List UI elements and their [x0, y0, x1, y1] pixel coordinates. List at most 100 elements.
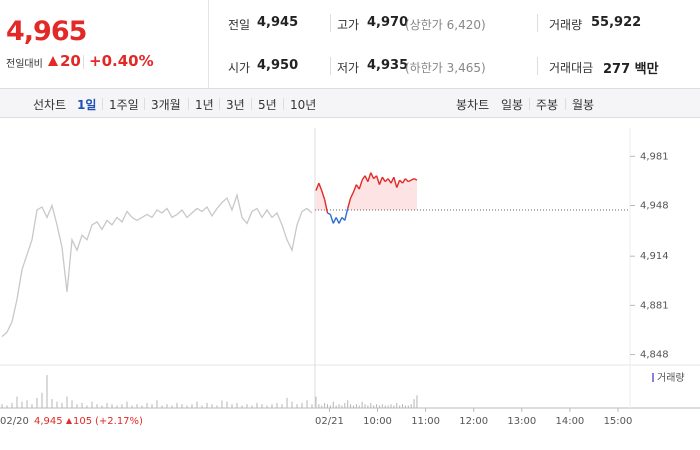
volume-bar: [344, 402, 346, 408]
current-price: 4,965: [6, 16, 87, 47]
change-pct: +0.40%: [89, 52, 154, 70]
volume-bar: [61, 402, 63, 408]
volume-bar: [381, 404, 383, 408]
volume-bar: [370, 402, 372, 408]
price-segment: [327, 212, 331, 216]
stat-label: 전일: [228, 18, 251, 32]
volume-bar: [231, 404, 233, 408]
tab[interactable]: 5년: [258, 98, 277, 112]
price-segment: [370, 172, 375, 179]
change: 20: [60, 52, 81, 70]
price-segment: [349, 191, 355, 199]
volume-bar: [36, 397, 38, 408]
volume-bar: [327, 404, 329, 408]
x-tick-label: 15:00: [604, 416, 633, 427]
price-segment: [323, 199, 329, 214]
volume-bar: [338, 404, 340, 408]
volume-bar: [106, 402, 108, 408]
volume-bar: [271, 404, 273, 408]
volume-bar: [246, 404, 248, 408]
stat-value: 4,950: [257, 58, 299, 73]
volume-bar: [11, 402, 13, 408]
price-segment: [332, 217, 337, 224]
volume-bar: [332, 401, 334, 408]
volume-bar: [171, 405, 173, 408]
volume-bar: [396, 402, 398, 408]
volume-bar: [399, 405, 401, 408]
price-segment: [329, 214, 334, 224]
volume-bar: [378, 405, 380, 408]
stat-value: 4,970: [367, 15, 409, 30]
volume-bar: [131, 405, 133, 408]
volume-bar: [51, 399, 53, 408]
volume-bar: [376, 404, 378, 408]
volume-bar: [350, 404, 352, 408]
volume-bar: [318, 404, 320, 408]
tab[interactable]: 3년: [226, 98, 245, 112]
tab[interactable]: 3개월: [151, 98, 181, 112]
price-line: [1, 192, 313, 338]
volume-bar: [16, 396, 18, 408]
volume-bar: [186, 405, 188, 408]
stat-value: 4,945: [257, 15, 299, 30]
x-tick-label: 13:00: [507, 416, 536, 427]
volume-bar: [136, 404, 138, 408]
price-segment: [367, 172, 372, 182]
tab[interactable]: 일봉: [501, 98, 524, 112]
tab[interactable]: 1일: [77, 98, 97, 112]
volume-bar: [407, 405, 409, 408]
volume-bar: [201, 405, 203, 408]
price-segment: [401, 178, 407, 184]
x-tick-label: 12:00: [459, 416, 488, 427]
stat-note: (하한가 3,465): [405, 61, 486, 75]
tab[interactable]: 월봉: [572, 98, 595, 112]
price-segment: [410, 178, 415, 181]
tab[interactable]: 1주일: [109, 98, 139, 112]
price-segment: [318, 182, 323, 191]
x-tick-label: 02/20: [0, 416, 29, 427]
volume-bar: [364, 404, 366, 408]
volume-bar: [156, 400, 158, 408]
volume-bar: [296, 404, 298, 408]
tab[interactable]: 1년: [195, 98, 214, 112]
price-segment: [315, 182, 320, 191]
price-segment: [338, 217, 343, 224]
price-segment: [344, 208, 349, 221]
volume-bar: [196, 401, 198, 408]
volume-bar: [121, 404, 123, 408]
tab-group-label: 선차트: [33, 98, 67, 112]
y-tick-label: 4,881: [640, 300, 669, 311]
volume-bar: [261, 404, 263, 408]
stat-value: 4,935: [367, 58, 409, 73]
volume-bar: [367, 405, 369, 408]
up-arrow: [48, 56, 58, 66]
tab[interactable]: 10년: [290, 98, 317, 112]
volume-bar: [341, 405, 343, 408]
volume-bar: [146, 402, 148, 408]
price-segment: [378, 176, 383, 185]
stat-value: 277 백만: [603, 62, 659, 77]
price-segment: [321, 190, 326, 200]
prev-change-pct: (+2.17%): [95, 416, 143, 427]
volume-bar: [166, 404, 168, 408]
volume-bar: [251, 405, 253, 408]
x-tick-label: 11:00: [411, 416, 440, 427]
y-tick-label: 4,948: [640, 201, 669, 212]
y-tick-label: 4,981: [640, 151, 669, 162]
legend-swatch: [652, 373, 654, 382]
volume-bar: [291, 401, 293, 408]
volume-bar: [66, 396, 68, 408]
volume-bar: [56, 401, 58, 408]
volume-bar: [206, 402, 208, 408]
volume-bar: [31, 404, 33, 408]
tab[interactable]: 주봉: [536, 98, 559, 112]
volume-bar: [324, 402, 326, 408]
volume-bar: [126, 401, 128, 408]
legend-label: 거래량: [657, 372, 685, 384]
volume-bar: [281, 404, 283, 408]
volume-bar: [226, 401, 228, 408]
price-segment: [361, 175, 366, 181]
stat-label: 거래량: [549, 18, 583, 32]
up-arrow: [66, 418, 72, 424]
